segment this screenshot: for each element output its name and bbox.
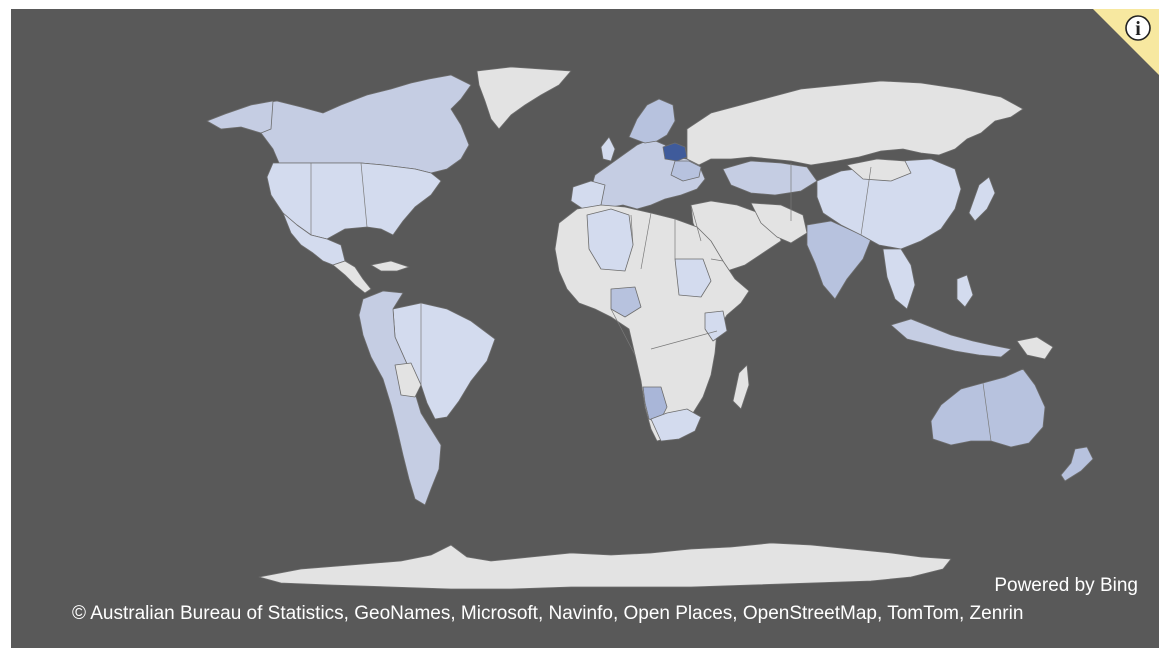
region-russia[interactable]	[686, 80, 1024, 166]
copyright-attribution: © Australian Bureau of Statistics, GeoNa…	[72, 603, 1024, 624]
region-uk[interactable]	[600, 136, 616, 162]
border-lines	[310, 162, 992, 442]
world-map[interactable]	[11, 9, 1159, 648]
region-scandinavia[interactable]	[628, 98, 676, 144]
region-andes[interactable]	[358, 290, 442, 506]
region-central-america[interactable]	[332, 260, 372, 294]
region-indonesia[interactable]	[890, 318, 1012, 358]
region-se-asia[interactable]	[882, 248, 916, 310]
region-new-zealand[interactable]	[1060, 446, 1094, 482]
region-kenya[interactable]	[704, 310, 728, 342]
region-europe[interactable]	[588, 138, 706, 210]
region-nigeria[interactable]	[610, 286, 642, 318]
powered-by-label: Powered by Bing	[994, 575, 1138, 596]
region-belarus[interactable]	[662, 142, 688, 162]
region-kazakhstan[interactable]	[722, 160, 818, 196]
region-south-africa[interactable]	[650, 408, 702, 442]
region-sudan[interactable]	[674, 258, 712, 298]
region-caribbean[interactable]	[370, 260, 410, 272]
region-bolivia[interactable]	[394, 362, 422, 398]
region-antarctica[interactable]	[258, 542, 952, 590]
region-philippines[interactable]	[956, 274, 974, 308]
info-icon[interactable]	[1125, 15, 1151, 41]
region-ukraine[interactable]	[670, 160, 702, 182]
region-madagascar[interactable]	[732, 364, 750, 410]
region-greenland[interactable]	[476, 66, 572, 130]
region-australia[interactable]	[930, 368, 1046, 448]
region-iran[interactable]	[750, 202, 808, 244]
map-canvas[interactable]: i Powered by Bing © Australian Bureau of…	[11, 9, 1159, 648]
region-papua[interactable]	[1016, 336, 1054, 360]
region-algeria[interactable]	[586, 208, 634, 272]
region-alaska[interactable]	[206, 100, 274, 134]
svg-text:i: i	[1135, 18, 1141, 40]
region-japan[interactable]	[968, 176, 996, 222]
region-mongolia[interactable]	[846, 158, 912, 182]
info-corner[interactable]: i	[1093, 9, 1159, 75]
